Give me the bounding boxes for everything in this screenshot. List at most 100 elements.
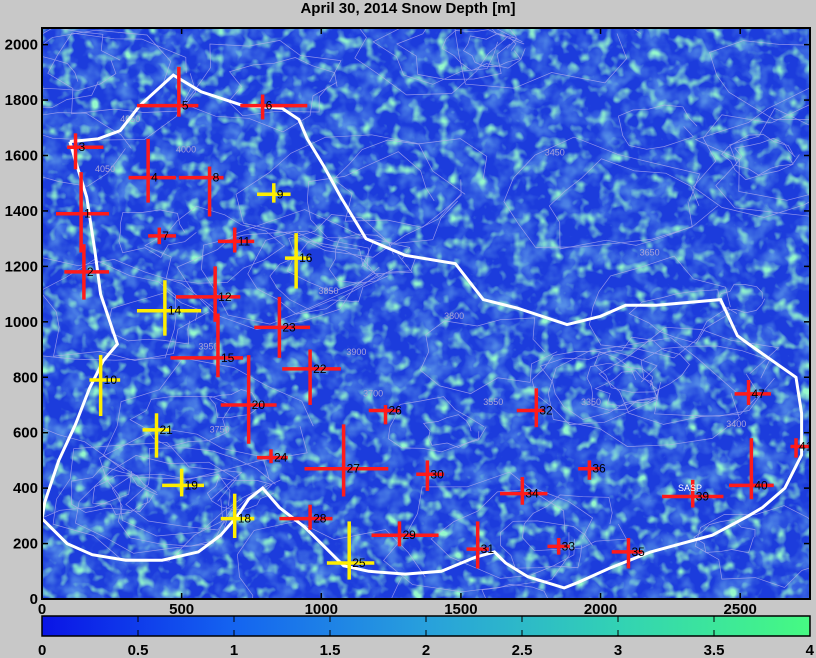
- contour-line: [721, 134, 800, 181]
- marker-47: 47: [734, 380, 771, 405]
- contour-line: [481, 584, 549, 599]
- marker-34: 34: [500, 477, 548, 505]
- contour-labels: 4050 4000 3950 3850 3800 3900 3750 3550 3400 3450…: [95, 114, 746, 434]
- marker-label: 15: [221, 351, 235, 365]
- y-tick-label: 1600: [5, 148, 38, 165]
- contour-line: [640, 345, 775, 417]
- contour-line: [503, 136, 701, 248]
- contour-label: 3400: [726, 419, 746, 429]
- colorbar-tick-label: 2: [422, 642, 430, 658]
- contour-label: 3850: [318, 286, 338, 296]
- contour-label: 4000: [176, 145, 196, 155]
- contour-label: 3700: [363, 389, 383, 399]
- contour-line: [454, 28, 641, 89]
- marker-32: 32: [516, 388, 553, 428]
- marker-21: 21: [142, 413, 174, 458]
- x-axis-ticks: 0 500 1000 1500 2000 2500: [38, 28, 757, 618]
- contour-line: [589, 255, 731, 359]
- marker-11: 11: [217, 227, 255, 253]
- marker-40: 40: [729, 438, 774, 500]
- colorbar-tick-label: 4: [806, 642, 815, 658]
- marker-3: 3: [67, 133, 104, 170]
- marker-label: 34: [525, 487, 539, 501]
- marker-label: 2: [87, 265, 94, 279]
- contour-line: [42, 112, 132, 187]
- marker-22: 22: [282, 349, 341, 405]
- marker-label: 7: [162, 229, 169, 243]
- contour-line: [75, 455, 237, 554]
- marker-label: 14: [168, 304, 182, 318]
- marker-label: 36: [592, 462, 606, 476]
- marker-label: 12: [218, 290, 232, 304]
- marker-label: 9: [277, 187, 284, 201]
- marker-12: 12: [176, 266, 241, 322]
- marker-29: 29: [371, 521, 439, 547]
- marker-label: 1: [84, 207, 91, 221]
- y-axis-ticks: 0 200 400 600 800 1000 1200 1400 1600 1800 2000: [5, 37, 810, 608]
- map-title: April 30, 2014 Snow Depth [m]: [300, 0, 516, 17]
- contour-line: [42, 28, 121, 91]
- contour-line: [692, 104, 810, 218]
- contour-line: [594, 370, 660, 407]
- contour-line: [396, 28, 525, 80]
- x-tick-label: 1500: [444, 601, 477, 618]
- marker-label: 35: [631, 545, 645, 559]
- marker-9: 9: [257, 183, 291, 203]
- x-tick-label: 0: [38, 601, 46, 618]
- contour-line: [144, 205, 286, 284]
- marker-24: 24: [257, 449, 288, 465]
- marker-label: 29: [402, 528, 416, 542]
- contour-label: 3750: [210, 425, 230, 435]
- contour-line: [52, 441, 243, 562]
- contour-line: [693, 519, 756, 554]
- colorbar-tick-label: 0: [38, 642, 46, 658]
- y-tick-label: 200: [13, 536, 38, 553]
- marker-23: 23: [254, 296, 311, 358]
- marker-label: 27: [347, 462, 361, 476]
- contour-line: [176, 209, 380, 330]
- marker-label: 39: [696, 489, 710, 503]
- contour-line: [42, 427, 133, 519]
- marker-label: 24: [274, 451, 288, 465]
- contour-line: [598, 326, 780, 425]
- marker-label: 41: [799, 440, 813, 454]
- marker-label: 5: [182, 99, 189, 113]
- marker-label: 30: [430, 467, 444, 481]
- contour-line: [694, 505, 810, 588]
- contour-line: [586, 362, 658, 411]
- y-tick-label: 1800: [5, 92, 38, 109]
- contour-line: [70, 465, 157, 513]
- marker-5: 5: [136, 66, 199, 117]
- y-tick-label: 1000: [5, 314, 38, 331]
- marker-31: 31: [466, 521, 495, 569]
- marker-label: 21: [160, 423, 174, 437]
- colorbar-tick-label: 1.5: [320, 642, 341, 658]
- contour-line: [547, 337, 740, 447]
- colorbar: 0 0.5 1 1.5 2 2.5 3 3.5 4: [38, 615, 815, 658]
- contour-line: [47, 32, 197, 115]
- contour-line: [102, 357, 314, 480]
- contour-line: [129, 395, 233, 448]
- marker-10: 10: [89, 355, 121, 417]
- marker-33: 33: [547, 538, 575, 555]
- marker-39: 39: [661, 479, 724, 508]
- contour-line: [42, 56, 99, 108]
- snow-depth-raster: 4050 4000 3950 3850 3800 3900 3750 3550 3400 3450…: [42, 28, 813, 599]
- contour-line: [500, 520, 593, 569]
- marker-label: 40: [754, 478, 768, 492]
- contour-line: [387, 396, 487, 453]
- marker-26: 26: [368, 404, 402, 425]
- marker-label: 31: [481, 542, 495, 556]
- x-tick-label: 500: [169, 601, 194, 618]
- y-tick-label: 1400: [5, 203, 38, 220]
- marker-15: 15: [170, 313, 244, 378]
- marker-18: 18: [220, 493, 255, 539]
- marker-label: 23: [282, 320, 296, 334]
- marker-label: 32: [539, 404, 553, 418]
- contour-line: [594, 336, 691, 393]
- marker-19: 19: [162, 468, 204, 497]
- marker-label: 28: [313, 512, 327, 526]
- contour-label: 3950: [198, 342, 218, 352]
- y-tick-label: 800: [13, 369, 38, 386]
- marker-1: 1: [55, 172, 110, 253]
